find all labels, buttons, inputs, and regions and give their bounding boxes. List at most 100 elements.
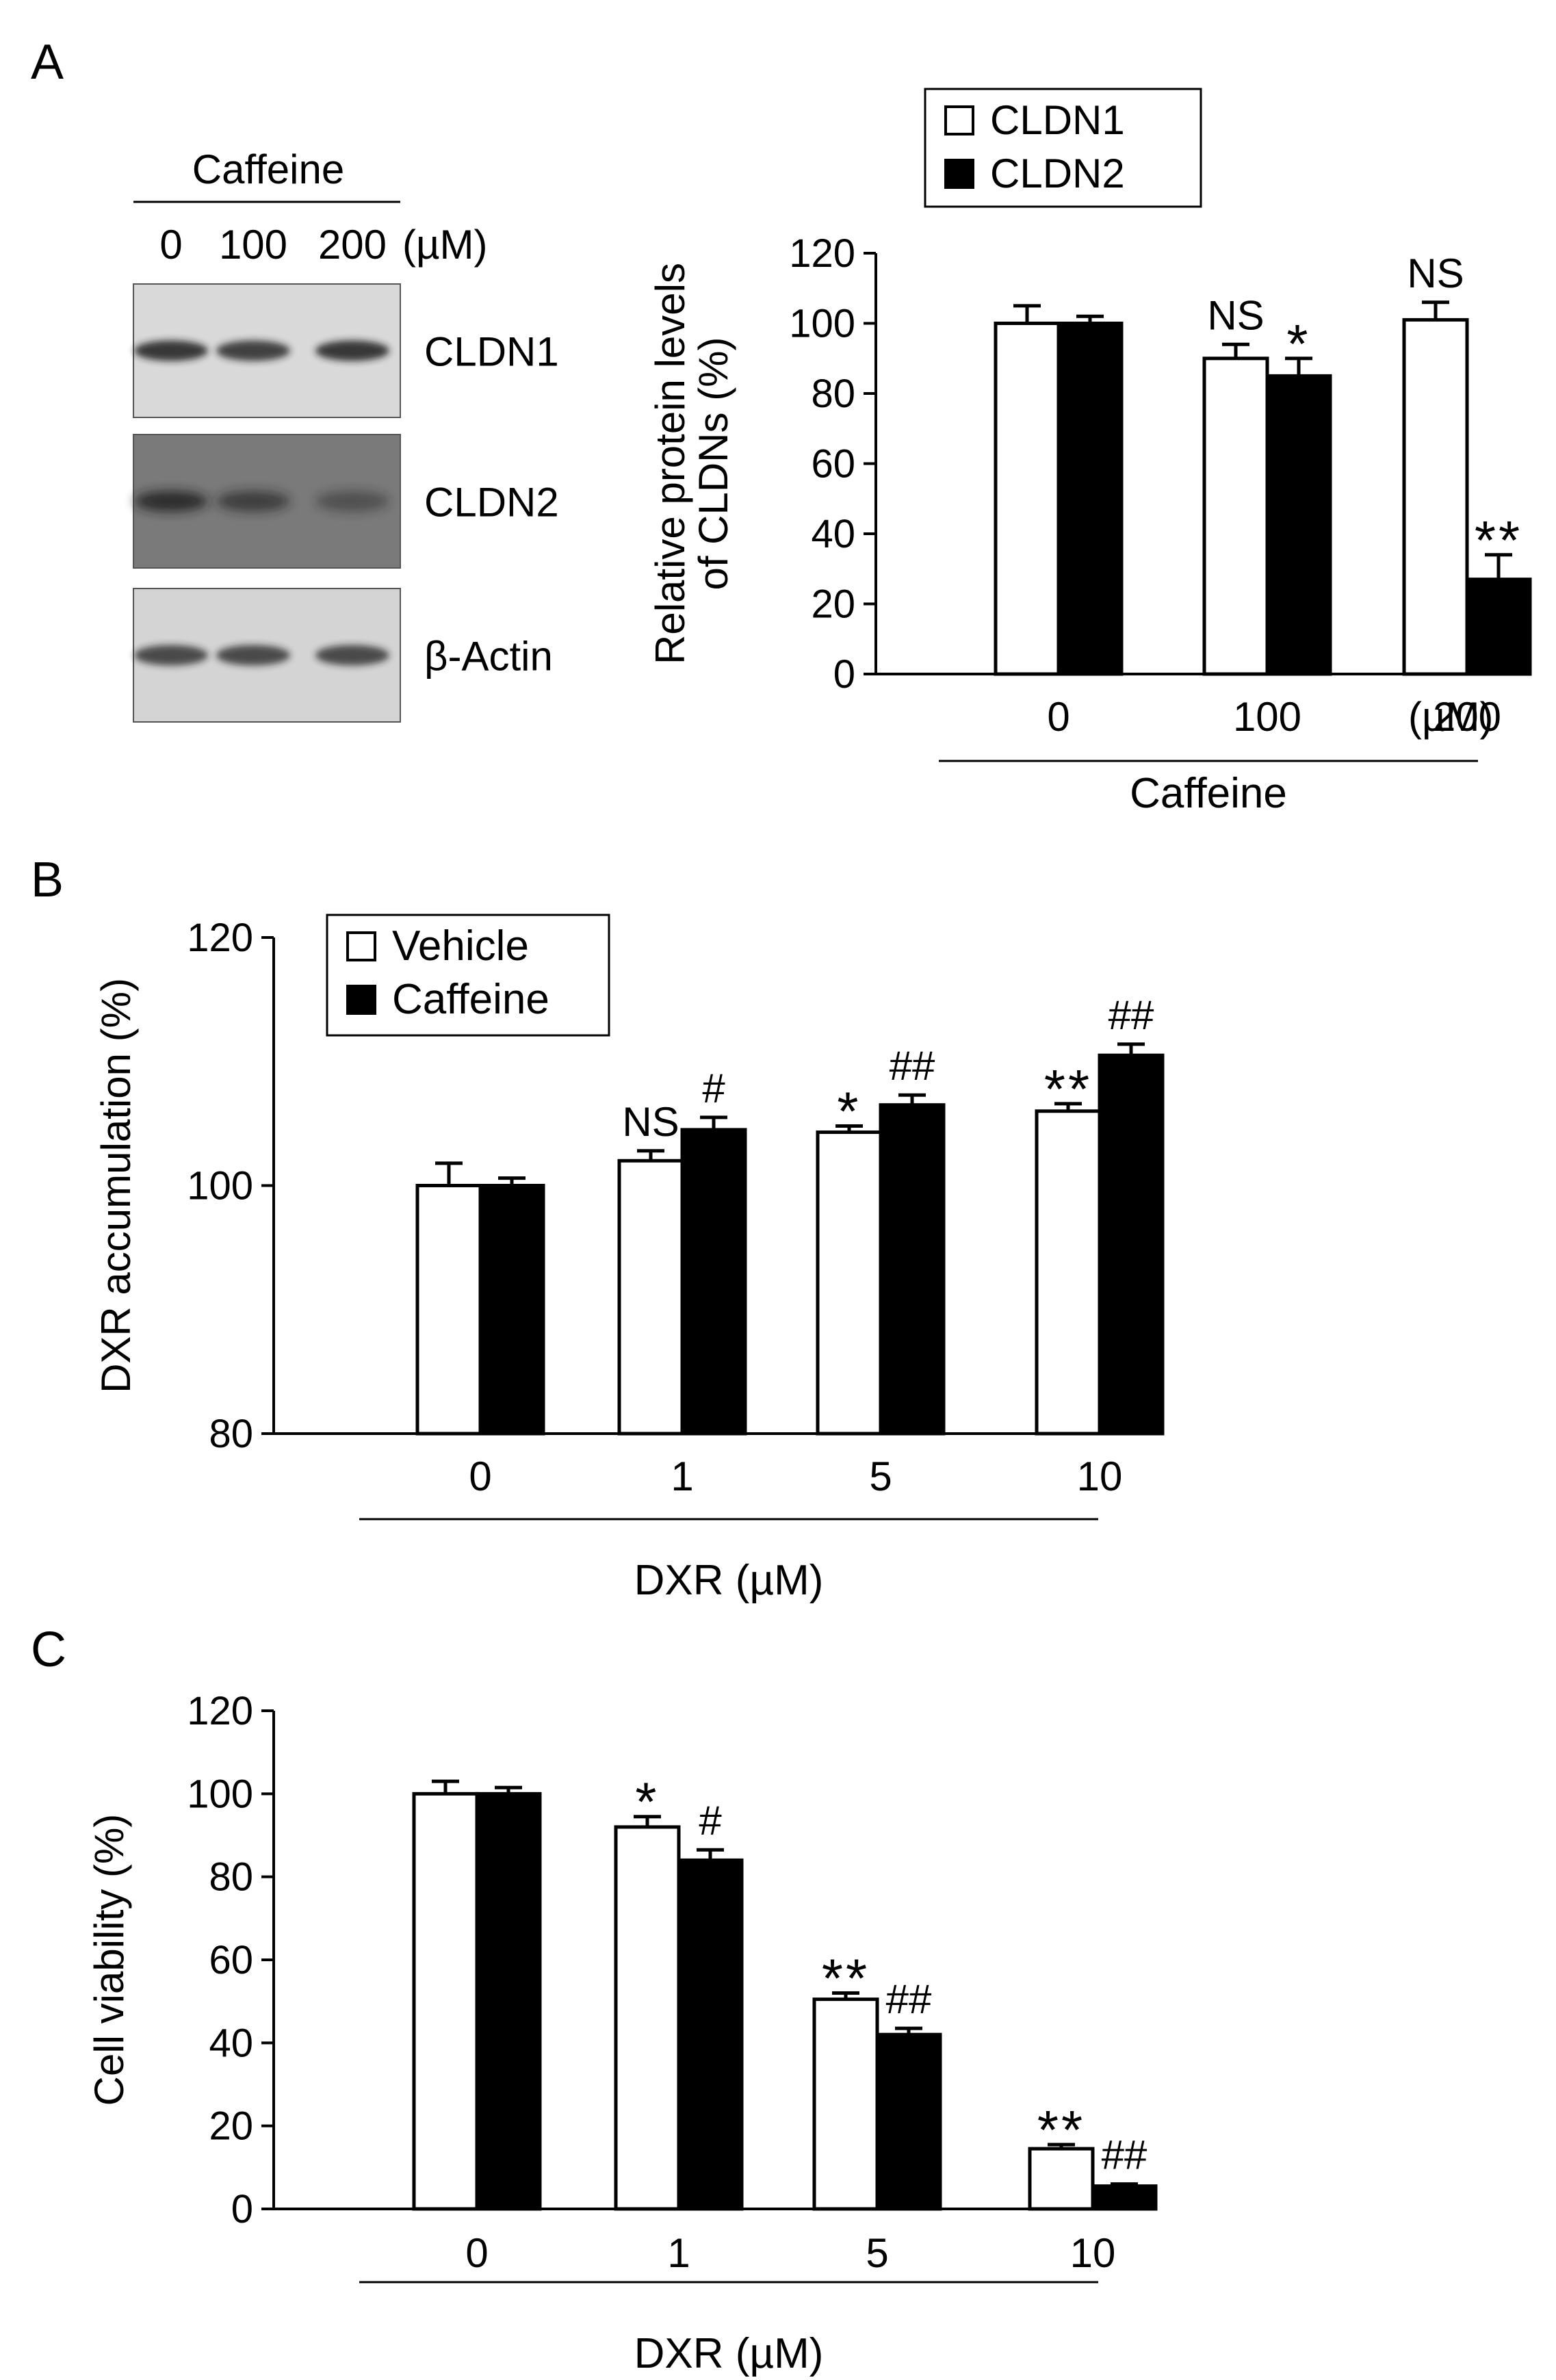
- x-tick-label-b: 10: [1077, 1453, 1123, 1499]
- x-tick-label-c: 0: [465, 2230, 488, 2276]
- bar-b-s1-1: [680, 1128, 747, 1436]
- legend-swatch-b: [346, 985, 376, 1015]
- blot-band-actin-lane-0: [134, 645, 208, 666]
- western-blot: Caffeine 0 100 200 (µM) CLDN1 CLDN2 β-Acti…: [133, 146, 559, 723]
- significance-label-a: NS: [1207, 292, 1264, 338]
- chart-a: 0 20 40 60 80 100 120 Relative protein levelsof…: [647, 88, 1532, 817]
- panel-letter-c: C: [31, 1622, 66, 1677]
- significance-label-a: **: [1475, 510, 1522, 571]
- legend-label-a: CLDN1: [990, 97, 1125, 143]
- y-tick-label-a: 20: [811, 582, 855, 627]
- y-tick-label-c: 60: [209, 1938, 253, 1982]
- significance-label-c: ##: [1102, 2132, 1147, 2178]
- bar-a-s1-100: [1265, 374, 1332, 676]
- bar-c-s0-0: [412, 1792, 479, 2211]
- bar-c-s0-1: [614, 1825, 681, 2211]
- significance-label-b: NS: [622, 1099, 679, 1145]
- bar-a-s1-0: [1056, 322, 1124, 676]
- legend-swatch-a: [944, 159, 974, 189]
- panel-letter-b: B: [31, 853, 64, 907]
- blot-treatment-label: Caffeine: [192, 146, 344, 192]
- blot-dose-unit: (µM): [402, 222, 488, 268]
- legend-swatch-a: [944, 105, 974, 135]
- legend-swatch-b: [346, 931, 376, 961]
- chart-c: 0 20 40 60 80 100 120 Cell viability (%) 0 * #1 ** #…: [86, 1689, 1158, 2377]
- blot-band-cldn1-lane-0: [134, 340, 208, 361]
- x-tick-label-a: 100: [1233, 694, 1301, 740]
- y-tick-label-c: 120: [187, 1689, 253, 1733]
- blot-row-label: CLDN1: [424, 329, 559, 375]
- bar-a-s0-200: [1402, 318, 1469, 676]
- legend-label-b: Caffeine: [392, 976, 549, 1023]
- y-tick-label-a: 80: [811, 372, 855, 416]
- y-axis-label-b: DXR accumulation (%): [93, 978, 139, 1393]
- bar-b-s0-0: [415, 1184, 482, 1436]
- x-tick-label-c: 1: [667, 2230, 690, 2276]
- y-tick-label-c: 0: [231, 2187, 253, 2232]
- x-tick-label-b: 1: [671, 1453, 693, 1499]
- y-tick-label-a: 0: [833, 652, 855, 697]
- bar-b-s1-5: [879, 1103, 946, 1436]
- significance-label-c: *: [635, 1772, 659, 1833]
- significance-label-a: NS: [1407, 250, 1464, 296]
- significance-label-b: ##: [1108, 992, 1154, 1038]
- legend-label-a: CLDN2: [990, 151, 1125, 196]
- panel-letter-a: A: [31, 35, 64, 90]
- x-tick-label-a: 0: [1047, 694, 1069, 740]
- x-axis-label-c: DXR (µM): [634, 2330, 824, 2377]
- significance-label-b: ##: [890, 1043, 935, 1089]
- bar-c-s1-10: [1091, 2184, 1158, 2211]
- bar-b-s0-1: [617, 1159, 684, 1436]
- bar-c-s1-1: [677, 1858, 744, 2211]
- x-tick-label-b: 0: [469, 1453, 491, 1499]
- chart-b: 80 100 120 DXR accumulation (%) 0 NS #1 * ## 5 ** #…: [93, 914, 1165, 1604]
- significance-label-b: *: [837, 1081, 861, 1142]
- y-tick-label-c: 100: [187, 1772, 253, 1816]
- blot-dose-0: 0: [159, 222, 182, 268]
- y-tick-label-a: 40: [811, 512, 855, 556]
- y-axis-label-a: of CLDNs (%): [690, 337, 736, 590]
- y-tick-label-a: 120: [789, 231, 855, 276]
- bar-c-s0-10: [1028, 2147, 1095, 2211]
- bar-b-s1-0: [478, 1184, 545, 1436]
- blot-row-label: β-Actin: [424, 634, 553, 680]
- blot-band-cldn2-lane-2: [315, 491, 389, 512]
- blot-dose-200: 200: [318, 222, 387, 268]
- x-tick-label-b: 5: [869, 1453, 892, 1499]
- blot-row-label: CLDN2: [424, 480, 559, 526]
- y-tick-label-c: 40: [209, 2021, 253, 2065]
- blot-band-actin-lane-2: [315, 645, 389, 666]
- blot-band-cldn1-lane-1: [216, 340, 290, 361]
- x-tick-label-c: 10: [1070, 2230, 1116, 2276]
- significance-label-c: **: [1037, 2099, 1085, 2160]
- bar-c-s1-0: [475, 1792, 542, 2211]
- blot-band-actin-lane-1: [216, 645, 290, 666]
- bar-a-s1-200: [1465, 578, 1532, 676]
- blot-band-cldn1-lane-2: [315, 340, 389, 361]
- bar-a-s0-0: [994, 322, 1061, 676]
- significance-label-b: #: [702, 1065, 725, 1111]
- significance-label-c: #: [699, 1798, 722, 1844]
- blot-band-cldn2-lane-0: [134, 491, 208, 512]
- legend-label-b: Vehicle: [392, 922, 529, 970]
- significance-label-a: *: [1286, 313, 1310, 374]
- significance-label-c: **: [822, 1948, 870, 2009]
- bar-b-s0-5: [816, 1130, 883, 1436]
- significance-label-b: **: [1044, 1059, 1092, 1120]
- y-tick-label-c: 80: [209, 1855, 253, 1900]
- y-tick-label-b: 120: [187, 916, 253, 960]
- blot-band-cldn2-lane-1: [216, 491, 290, 512]
- y-axis-label-a: Relative protein levels: [647, 263, 693, 664]
- bar-c-s0-5: [812, 1997, 879, 2211]
- y-axis-label-c: Cell viability (%): [86, 1814, 132, 2106]
- y-tick-label-a: 60: [811, 442, 855, 487]
- x-unit-label-a: (µM): [1408, 694, 1494, 740]
- y-tick-label-b: 100: [187, 1164, 253, 1208]
- y-tick-label-a: 100: [789, 302, 855, 346]
- bar-c-s1-5: [875, 2032, 942, 2211]
- bar-a-s0-100: [1202, 357, 1269, 676]
- y-tick-label-c: 20: [209, 2104, 253, 2149]
- bar-b-s0-10: [1035, 1109, 1102, 1436]
- blot-dose-100: 100: [219, 222, 287, 268]
